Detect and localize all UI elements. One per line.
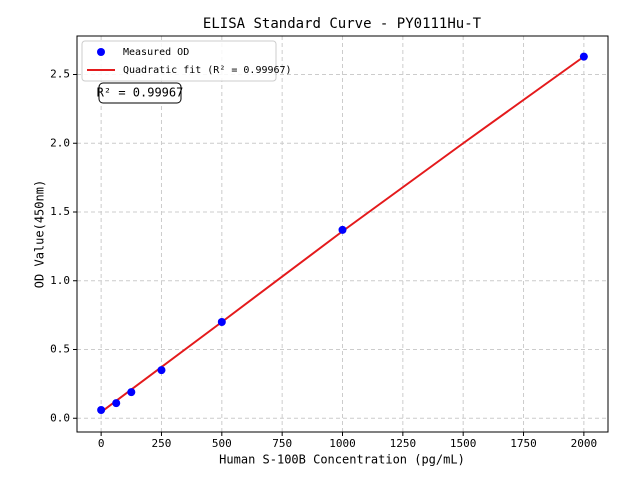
x-tick-label: 250 — [152, 437, 172, 450]
y-tick-label: 2.5 — [50, 68, 70, 81]
data-point — [112, 399, 121, 408]
y-tick-label: 1.0 — [50, 274, 70, 287]
annotation: R² = 0.99967 — [97, 86, 184, 100]
x-tick-label: 1750 — [510, 437, 537, 450]
x-tick-label: 500 — [212, 437, 232, 450]
plot-marks — [97, 52, 588, 414]
legend-box — [81, 40, 277, 82]
grid — [77, 36, 608, 432]
x-tick-label: 750 — [272, 437, 292, 450]
y-axis-label: OD Value(450nm) — [33, 180, 47, 288]
x-tick-label: 1250 — [390, 437, 417, 450]
y-tick-label: 1.5 — [50, 205, 70, 218]
data-point — [579, 52, 588, 61]
x-tick-label: 1500 — [450, 437, 477, 450]
y-tick-label: 0.0 — [50, 411, 70, 424]
data-point — [157, 366, 166, 375]
x-tick-label: 0 — [98, 437, 105, 450]
x-tick-label: 2000 — [571, 437, 598, 450]
data-point — [217, 318, 226, 326]
legend-swatch — [97, 48, 105, 56]
legend-label: Quadratic fit (R² = 0.99967) — [123, 65, 292, 76]
x-axis-label: Human S-100B Concentration (pg/mL) — [219, 453, 465, 467]
data-point — [338, 225, 347, 234]
y-tick-label: 2.0 — [50, 136, 70, 149]
data-point — [127, 388, 136, 397]
x-tick-label: 1000 — [329, 437, 356, 450]
data-point — [97, 406, 106, 414]
legend: Measured OD Quadratic fit (R² = 0.99967) — [81, 40, 292, 82]
annotation-box — [98, 82, 182, 104]
chart-title: ELISA Standard Curve - PY0111Hu-T — [203, 16, 482, 32]
legend-label: Measured OD — [123, 47, 189, 58]
y-tick-label: 0.5 — [50, 343, 70, 356]
